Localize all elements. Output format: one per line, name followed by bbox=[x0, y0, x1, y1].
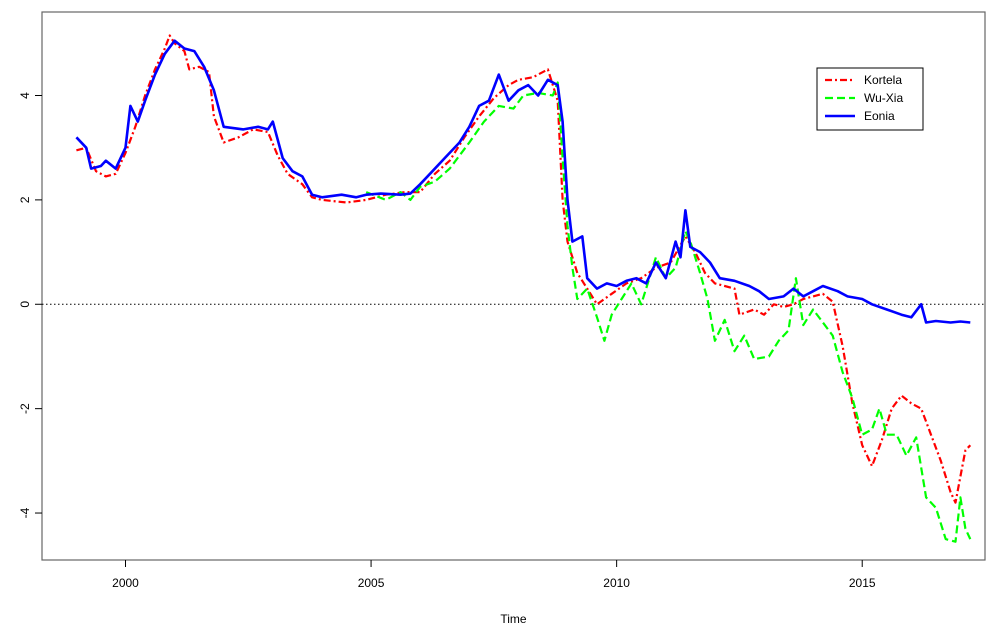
x-axis: 2000 2005 2010 2015 bbox=[112, 560, 876, 590]
series-line-kortela bbox=[76, 34, 972, 504]
y-tick-label: 2 bbox=[18, 196, 32, 203]
y-tick-label: 0 bbox=[18, 301, 32, 308]
legend-box bbox=[816, 67, 924, 131]
y-tick-label: -2 bbox=[18, 403, 32, 414]
x-axis-title: Time bbox=[500, 612, 527, 626]
x-tick-label: 2005 bbox=[358, 576, 385, 590]
series-line-eonia bbox=[75, 39, 971, 324]
legend-label: Eonia bbox=[864, 109, 895, 123]
legend-label: Kortela bbox=[864, 73, 902, 87]
y-tick-label: 4 bbox=[18, 92, 32, 99]
x-tick-label: 2015 bbox=[849, 576, 876, 590]
series-line-wu-xia bbox=[365, 81, 972, 543]
y-tick-label: -4 bbox=[18, 507, 32, 518]
series-layer bbox=[42, 34, 985, 543]
legend: Kortela Wu-Xia Eonia bbox=[816, 67, 924, 131]
y-axis: -4 -2 0 2 4 bbox=[18, 92, 42, 518]
x-tick-label: 2010 bbox=[603, 576, 630, 590]
plot-frame bbox=[41, 11, 986, 561]
x-tick-label: 2000 bbox=[112, 576, 139, 590]
plot-border bbox=[41, 11, 986, 561]
legend-label: Wu-Xia bbox=[864, 91, 903, 105]
